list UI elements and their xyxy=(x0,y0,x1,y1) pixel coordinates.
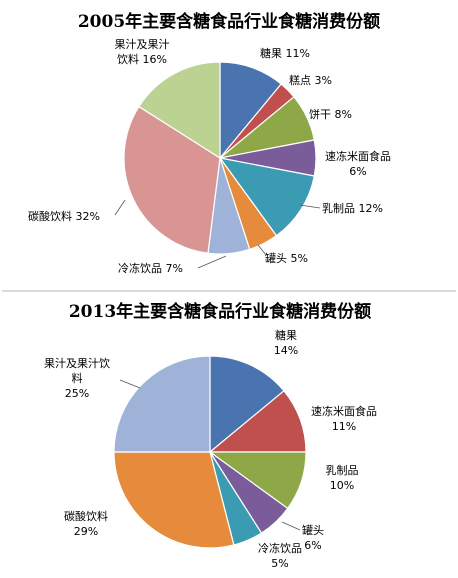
leader-line xyxy=(257,244,267,256)
data-label-2013-6: 碳酸饮料 29% xyxy=(64,509,108,538)
slices-2005 xyxy=(123,61,317,255)
leader-line xyxy=(197,255,227,269)
data-label-2005-7: 冷冻饮品 7% xyxy=(118,261,183,275)
leader-line xyxy=(299,204,321,209)
leader-line xyxy=(281,521,301,531)
data-label-2005-3: 饼干 8% xyxy=(309,107,352,121)
pie-slice-2013-2 xyxy=(208,389,307,453)
data-label-2005-1: 糖果 11% xyxy=(260,46,310,60)
pie-slice-2013-1 xyxy=(209,355,285,454)
leader-line xyxy=(114,199,126,216)
data-label-2013-3: 乳制品 10% xyxy=(326,464,359,492)
labels-2013: 糖果 14% 速冻米面食品 11% 乳制品 10% 罐头 6%冷冻饮品 5% 碳酸饮料 29% 果汁及… xyxy=(44,328,377,570)
data-label-2005-4: 速冻米面食品 6% xyxy=(325,149,391,178)
pie-chart-2005: 2005年主要含糖食品行业食糖消费份额 糖果 11% 糕点 3% 饼干 8% 速冻米面… xyxy=(28,11,391,275)
data-label-2013-5: 冷冻饮品 5% xyxy=(258,541,302,570)
data-label-2013-7: 果汁及果汁饮料 25% xyxy=(44,357,110,400)
data-label-2005-6: 罐头 5% xyxy=(265,252,308,265)
data-label-2005-2: 糕点 3% xyxy=(289,73,332,87)
leader-line xyxy=(119,379,141,389)
pie-slice-2005-1 xyxy=(219,61,283,160)
pie-slice-2013-6 xyxy=(113,451,235,549)
slices-2013 xyxy=(113,355,307,549)
data-label-2005-8: 碳酸饮料 32% xyxy=(28,209,100,223)
data-label-2013-4: 罐头 6% xyxy=(302,524,324,552)
data-label-2005-9: 果汁及果汁饮料 16% xyxy=(115,38,170,66)
chart-title-2013: 2013年主要含糖食品行业食糖消费份额 xyxy=(69,301,371,322)
pie-slice-2005-9 xyxy=(138,61,221,160)
data-label-2005-5: 乳制品 12% xyxy=(322,202,383,215)
data-label-2013-2: 速冻米面食品 11% xyxy=(311,404,377,433)
pie-slice-2005-5 xyxy=(218,157,316,237)
pie-chart-2013: 2013年主要含糖食品行业食糖消费份额 糖果 14% 速冻米面食品 11% 乳制品 10%… xyxy=(44,301,377,570)
labels-2005: 糖果 11% 糕点 3% 饼干 8% 速冻米面食品 6% 乳制品 12% 罐头 5% 冷冻饮品… xyxy=(28,38,391,275)
data-label-2013-1: 糖果 14% xyxy=(274,328,298,357)
chart-title-2005: 2005年主要含糖食品行业食糖消费份额 xyxy=(78,11,380,32)
pie-slice-2013-7 xyxy=(113,355,211,453)
